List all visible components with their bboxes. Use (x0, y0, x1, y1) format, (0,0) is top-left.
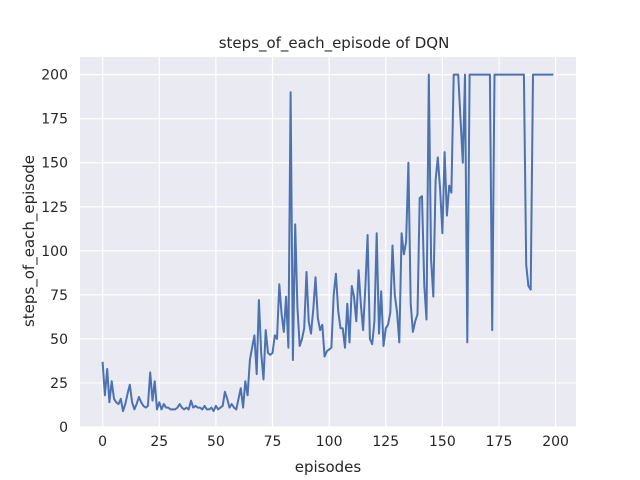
chart-title: steps_of_each_episode of DQN (219, 34, 450, 53)
x-tick-label: 100 (316, 434, 343, 450)
y-axis-label: steps_of_each_episode (20, 155, 39, 327)
y-tick-label: 125 (41, 200, 68, 216)
series-line (101, 73, 554, 413)
y-tick-label: 0 (59, 420, 68, 436)
y-tick-label: 100 (41, 244, 68, 260)
x-tick-label: 150 (429, 434, 456, 450)
x-tick-label: 75 (264, 434, 282, 450)
y-tick-label: 50 (50, 332, 68, 348)
y-tick-label: 150 (41, 156, 68, 172)
x-tick-label: 125 (372, 434, 399, 450)
x-tick-label: 0 (98, 434, 107, 450)
x-axis-label: episodes (295, 458, 362, 476)
x-tick-label: 200 (542, 434, 569, 450)
plot-area (80, 57, 576, 427)
y-tick-label: 200 (41, 68, 68, 84)
y-tick-label: 25 (50, 376, 68, 392)
x-tick-label: 175 (486, 434, 513, 450)
x-tick-label: 25 (150, 434, 168, 450)
y-tick-label: 75 (50, 288, 68, 304)
x-tick-label: 50 (207, 434, 225, 450)
y-tick-label: 175 (41, 112, 68, 128)
